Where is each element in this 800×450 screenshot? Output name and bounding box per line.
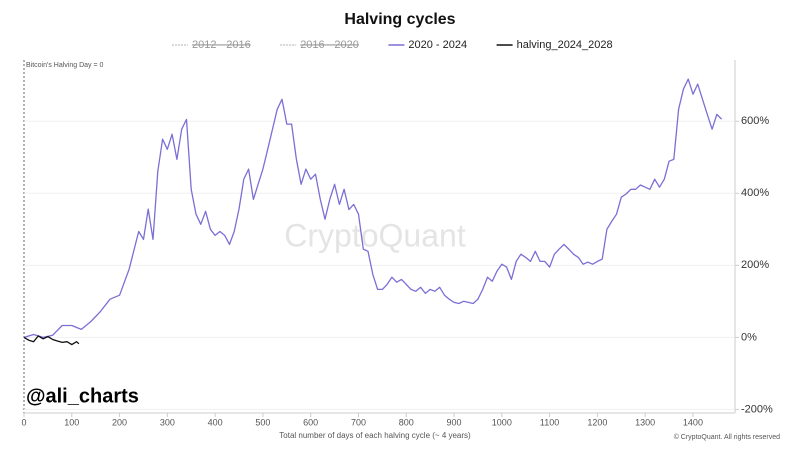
x-tick-label: 1400 xyxy=(683,417,703,427)
legend-label: 2012 - 2016 xyxy=(192,39,251,51)
legend-item: 2016 - 2020 xyxy=(280,39,359,51)
x-tick-label: 900 xyxy=(447,417,462,427)
credit: © CryptoQuant. All rights reserved xyxy=(674,433,780,441)
legend-label: 2016 - 2020 xyxy=(300,39,359,51)
x-tick-label: 500 xyxy=(255,417,270,427)
legend-label: halving_2024_2028 xyxy=(517,39,613,51)
author-watermark: @ali_charts xyxy=(26,385,139,407)
x-tick-label: 1300 xyxy=(635,417,655,427)
watermark: CryptoQuant xyxy=(284,217,466,253)
legend-item: 2012 - 2016 xyxy=(172,39,251,51)
x-tick-label: 1000 xyxy=(492,417,512,427)
series-line xyxy=(23,335,80,346)
x-tick-label: 700 xyxy=(351,417,366,427)
y-tick-label: -200% xyxy=(741,403,773,415)
y-tick-label: 400% xyxy=(741,187,769,199)
annotation: Bitcoin's Halving Day = 0 xyxy=(26,62,104,69)
x-axis-label: Total number of days of each halving cyc… xyxy=(279,431,471,440)
x-tick-label: 800 xyxy=(399,417,414,427)
x-tick-label: 300 xyxy=(160,417,175,427)
x-tick-label: 1100 xyxy=(540,417,559,427)
x-tick-label: 1200 xyxy=(587,417,607,427)
y-tick-label: 600% xyxy=(741,115,769,127)
legend-item: 2020 - 2024 xyxy=(388,39,467,51)
series-line xyxy=(23,78,723,339)
x-tick-label: 0 xyxy=(21,417,26,427)
x-tick-label: 200 xyxy=(112,417,127,427)
chart-title: Halving cycles xyxy=(344,11,455,28)
x-tick-label: 100 xyxy=(64,417,79,427)
y-tick-label: 200% xyxy=(741,259,769,271)
x-tick-label: 400 xyxy=(208,417,223,427)
y-tick-label: 0% xyxy=(741,331,757,343)
x-tick-label: 600 xyxy=(303,417,318,427)
legend-item: halving_2024_2028 xyxy=(496,39,613,51)
legend-label: 2020 - 2024 xyxy=(408,39,467,51)
